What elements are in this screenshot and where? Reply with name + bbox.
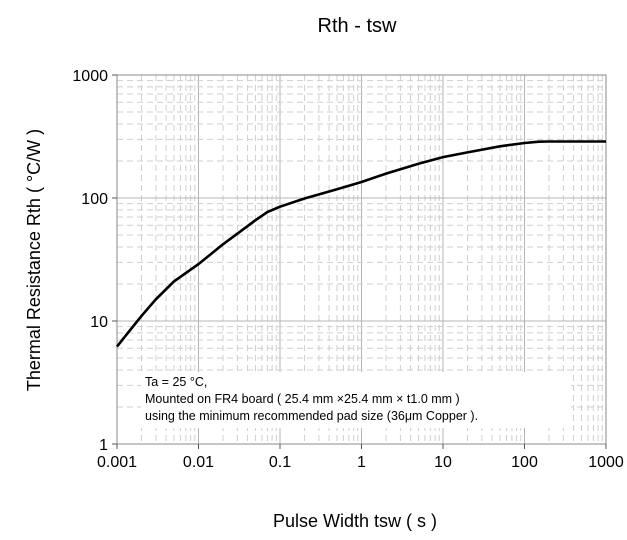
x-tick-label: 10 [434, 454, 452, 471]
annotation-background [141, 372, 571, 428]
y-tick-label: 100 [81, 191, 108, 208]
x-tick-label: 0.1 [269, 454, 291, 471]
x-tick-label: 1 [357, 454, 366, 471]
annotation-line-1: Ta = 25 °C, [145, 375, 207, 389]
series-line [115, 140, 606, 348]
axis-ticks: 0.001 0.01 0.1 1 10 100 1000 1 10 100 1000 [72, 68, 623, 471]
chart-title: Rth - tsw [318, 15, 397, 37]
y-axis-label: Thermal Resistance Rth ( °C/W ) [24, 129, 44, 391]
annotation-line-2: Mounted on FR4 board ( 25.4 mm ×25.4 mm … [145, 392, 460, 406]
x-axis-label: Pulse Width tsw ( s ) [273, 511, 437, 531]
annotation-line-3: using the minimum recommended pad size (… [145, 409, 478, 423]
x-tick-label: 0.01 [183, 454, 214, 471]
y-tick-label: 1 [99, 437, 108, 454]
y-tick-label: 1000 [72, 68, 108, 85]
x-tick-label: 1000 [588, 454, 624, 471]
x-tick-label: 0.001 [97, 454, 137, 471]
y-tick-label: 10 [90, 314, 108, 331]
annotation-text: Ta = 25 °C, Mounted on FR4 board ( 25.4 … [141, 372, 571, 428]
x-tick-label: 100 [511, 454, 538, 471]
